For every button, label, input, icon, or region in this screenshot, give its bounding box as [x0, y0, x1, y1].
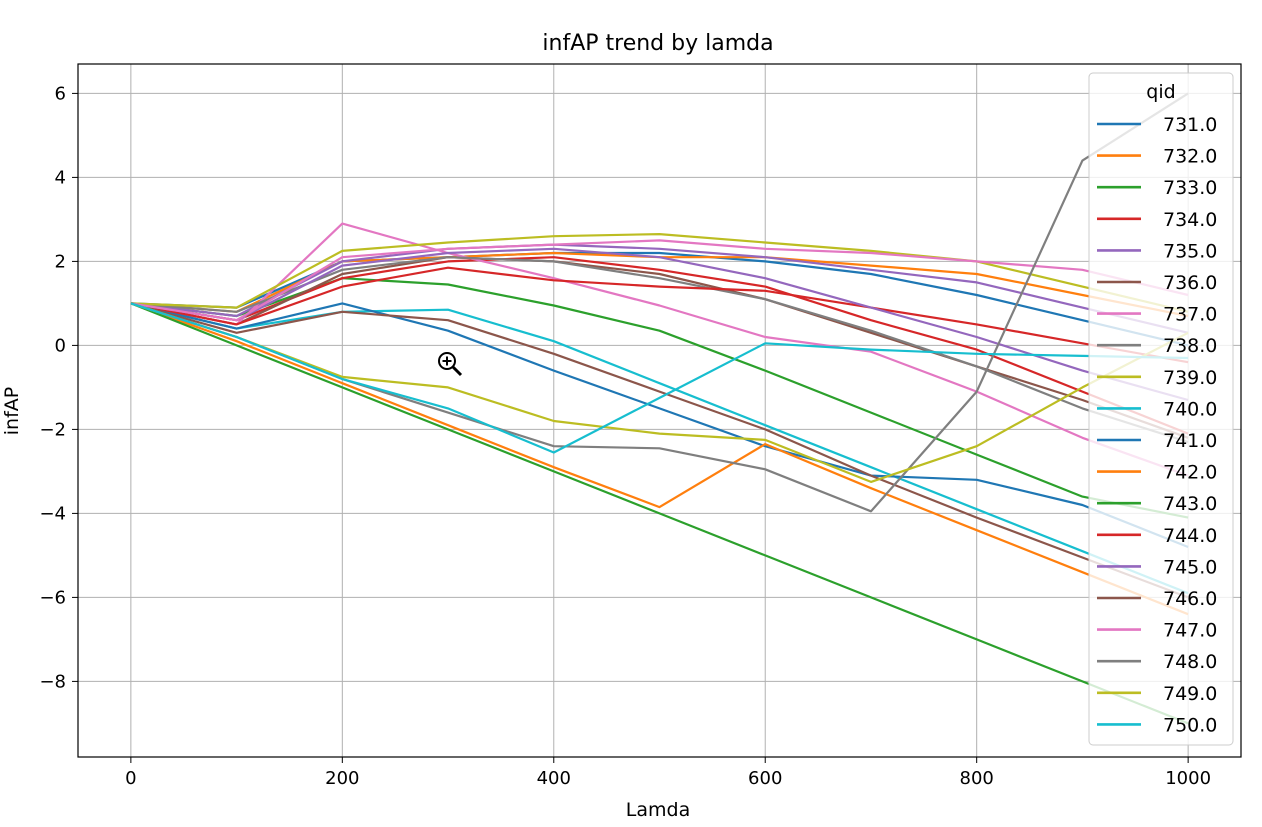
y-tick-label: 0: [55, 335, 66, 356]
legend-label: 739.0: [1163, 367, 1217, 389]
series-line-737-0: [130, 222, 1189, 477]
legend-label: 732.0: [1163, 146, 1217, 168]
y-tick-label: −6: [39, 587, 66, 608]
series-line-748-0: [130, 92, 1189, 513]
legend-label: 743.0: [1163, 493, 1217, 515]
series-line-743-0: [130, 302, 1189, 725]
legend-label: 736.0: [1163, 272, 1217, 294]
legend-title: qid: [1146, 81, 1175, 103]
y-tick-label: 2: [55, 251, 66, 272]
y-tick-label: 6: [55, 83, 66, 104]
plot-lines: [130, 92, 1189, 725]
series-line-744-0: [130, 266, 1189, 364]
series-line-749-0: [130, 302, 1189, 483]
zoom-cursor-icon: [438, 352, 463, 377]
series-line-739-0: [130, 233, 1189, 313]
y-tick-label: −8: [39, 671, 66, 692]
series-line-735-0: [130, 243, 1189, 334]
plot-area-frame: [77, 63, 1242, 758]
legend-label: 738.0: [1163, 335, 1217, 357]
series-line-741-0: [130, 302, 1189, 549]
legend-label: 735.0: [1163, 240, 1217, 262]
x-tick-label: 800: [960, 768, 994, 789]
legend-label: 734.0: [1163, 209, 1217, 231]
legend-label: 750.0: [1163, 714, 1217, 736]
series-line-740-0: [130, 302, 1189, 595]
x-tick-label: 600: [748, 768, 782, 789]
legend-label: 741.0: [1163, 430, 1217, 452]
series-line-734-0: [130, 256, 1189, 435]
series-line-736-0: [130, 256, 1189, 439]
legend-label: 742.0: [1163, 462, 1217, 484]
legend-label: 748.0: [1163, 651, 1217, 673]
chart-title: infAP trend by lamda: [542, 31, 773, 56]
legend-label: 737.0: [1163, 304, 1217, 326]
legend-label: 749.0: [1163, 683, 1217, 705]
legend-label: 746.0: [1163, 588, 1217, 610]
legend-label: 731.0: [1163, 114, 1217, 136]
series-line-745-0: [130, 247, 1189, 402]
legend-box: [1088, 72, 1234, 746]
x-tick-label: 200: [325, 768, 359, 789]
series-line-731-0: [130, 251, 1189, 347]
legend-label: 744.0: [1163, 525, 1217, 547]
series-line-747-0: [130, 239, 1189, 322]
x-tick-label: 0: [125, 768, 136, 789]
x-axis-label: Lamda: [626, 799, 690, 821]
grid: [78, 64, 1241, 757]
y-axis-label: infAP: [1, 387, 23, 435]
legend-label: 740.0: [1163, 398, 1217, 420]
x-tick-label: 1000: [1165, 768, 1211, 789]
legend-label: 747.0: [1163, 620, 1217, 642]
y-tick-label: −4: [39, 503, 66, 524]
series-line-750-0: [130, 302, 1189, 454]
y-tick-label: 4: [55, 167, 66, 188]
legend-label: 733.0: [1163, 177, 1217, 199]
series-line-746-0: [130, 302, 1189, 599]
y-tick-label: −2: [39, 419, 66, 440]
legend: qid 731.0 732.0 733.0 734.0 735.0 736.0 737.0 73…: [1088, 72, 1234, 746]
legend-label: 745.0: [1163, 556, 1217, 578]
axis-ticks: 0 200 400 600 800 1000 −8 −6 −4 −2 0 2 4 6: [39, 83, 1211, 789]
x-tick-label: 400: [537, 768, 571, 789]
series-line-742-0: [130, 302, 1189, 616]
